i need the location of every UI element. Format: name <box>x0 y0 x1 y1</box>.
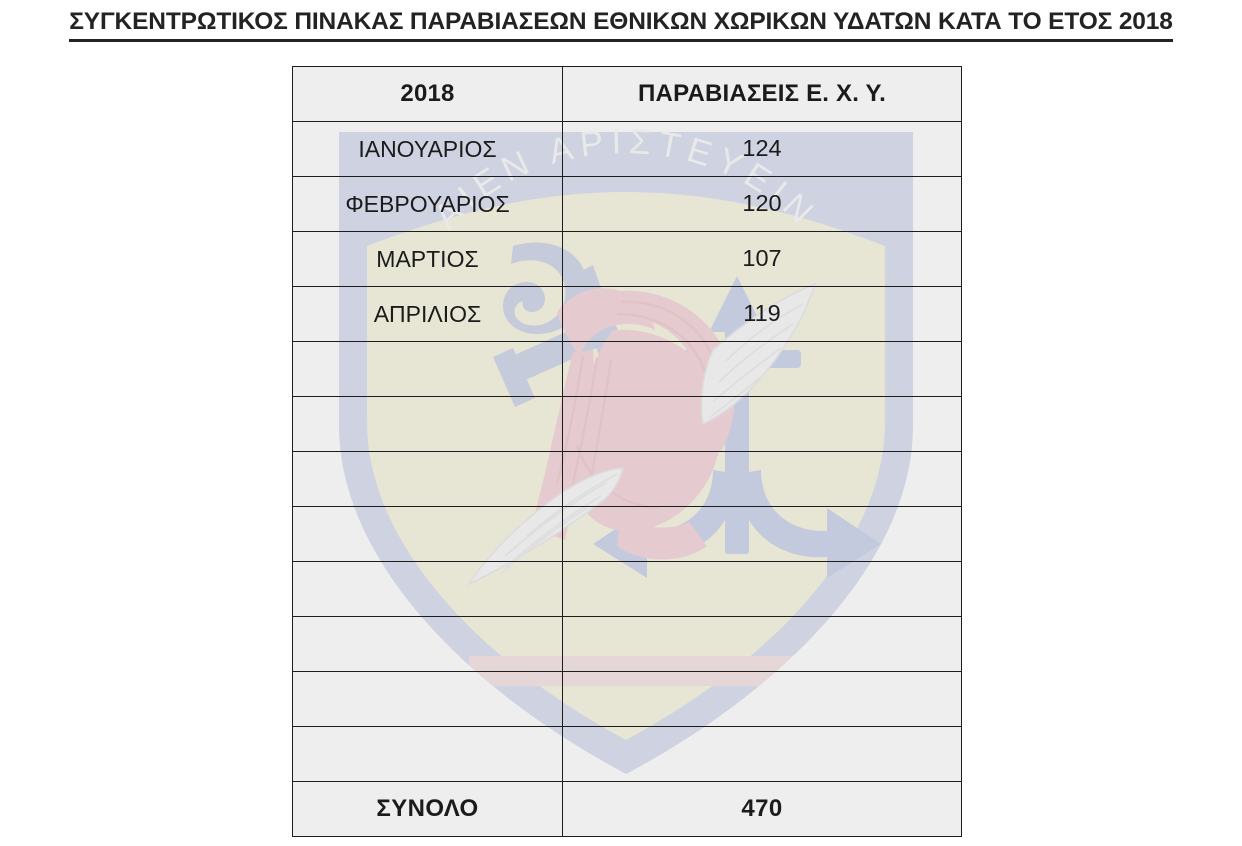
cell-month <box>292 616 563 672</box>
cell-value <box>562 616 962 672</box>
cell-month: ΦΕΒΡΟΥΑΡΙΟΣ <box>292 176 563 232</box>
cell-month <box>292 726 563 782</box>
cell-value <box>562 561 962 617</box>
violations-table: 2018 ΠΑΡΑΒΙΑΣΕΙΣ Ε. Χ. Υ. ΙΑΝΟΥΑΡΙΟΣ 124… <box>292 66 962 837</box>
cell-month: ΙΑΝΟΥΑΡΙΟΣ <box>292 121 563 177</box>
table-row <box>292 506 962 562</box>
cell-value <box>562 451 962 507</box>
table-body: 2018 ΠΑΡΑΒΙΑΣΕΙΣ Ε. Χ. Υ. ΙΑΝΟΥΑΡΙΟΣ 124… <box>292 66 962 837</box>
header-cell-year: 2018 <box>292 66 563 122</box>
table-row <box>292 396 962 452</box>
cell-month <box>292 561 563 617</box>
page-title-text: ΣΥΓΚΕΝΤΡΩΤΙΚΟΣ ΠΙΝΑΚΑΣ ΠΑΡΑΒΙΑΣΕΩΝ ΕΘΝΙΚ… <box>69 8 1173 42</box>
table-row <box>292 451 962 507</box>
cell-month: ΑΠΡΙΛΙΟΣ <box>292 286 563 342</box>
table-row <box>292 341 962 397</box>
table-total-row: ΣΥΝΟΛΟ 470 <box>292 781 962 837</box>
cell-value: 119 <box>562 286 962 342</box>
cell-value <box>562 671 962 727</box>
table-row: ΙΑΝΟΥΑΡΙΟΣ 124 <box>292 121 962 177</box>
cell-value <box>562 726 962 782</box>
table-row: ΦΕΒΡΟΥΑΡΙΟΣ 120 <box>292 176 962 232</box>
header-cell-violations: ΠΑΡΑΒΙΑΣΕΙΣ Ε. Χ. Υ. <box>562 66 962 122</box>
cell-value <box>562 506 962 562</box>
cell-value <box>562 396 962 452</box>
cell-value <box>562 341 962 397</box>
table-row: ΜΑΡΤΙΟΣ 107 <box>292 231 962 287</box>
total-label: ΣΥΝΟΛΟ <box>292 781 563 837</box>
cell-month: ΜΑΡΤΙΟΣ <box>292 231 563 287</box>
cell-month <box>292 671 563 727</box>
cell-month <box>292 341 563 397</box>
table-row: ΑΠΡΙΛΙΟΣ 119 <box>292 286 962 342</box>
page-title: ΣΥΓΚΕΝΤΡΩΤΙΚΟΣ ΠΙΝΑΚΑΣ ΠΑΡΑΒΙΑΣΕΩΝ ΕΘΝΙΚ… <box>0 8 1242 42</box>
cell-value: 107 <box>562 231 962 287</box>
table-row <box>292 671 962 727</box>
cell-value: 120 <box>562 176 962 232</box>
table-row <box>292 561 962 617</box>
cell-value: 124 <box>562 121 962 177</box>
table-row <box>292 616 962 672</box>
table-row <box>292 726 962 782</box>
table-header-row: 2018 ΠΑΡΑΒΙΑΣΕΙΣ Ε. Χ. Υ. <box>292 66 962 122</box>
cell-month <box>292 506 563 562</box>
table-container: ΑΙΕΝ ΑΡΙΣΤΕΥΕΙΝ <box>292 66 962 837</box>
cell-month <box>292 396 563 452</box>
cell-month <box>292 451 563 507</box>
total-value: 470 <box>562 781 962 837</box>
